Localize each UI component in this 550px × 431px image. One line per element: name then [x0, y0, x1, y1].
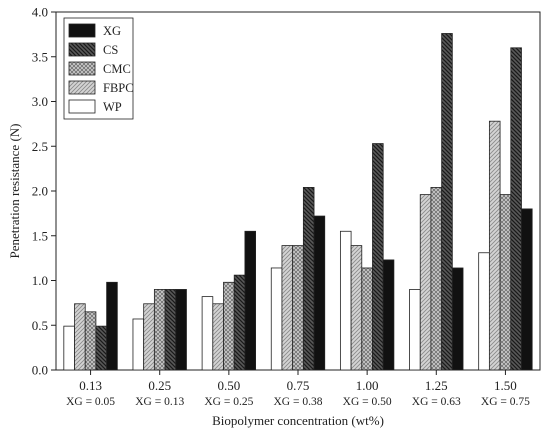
y-tick-label: 1.5: [32, 228, 48, 243]
y-tick-label: 3.0: [32, 94, 48, 109]
bar-cs: [302, 187, 315, 371]
bar-fbpc: [350, 245, 363, 371]
y-tick-label: 1.0: [32, 273, 48, 288]
x-tick-sublabel: XG = 0.13: [135, 396, 184, 408]
x-tick-label: 1.50: [494, 378, 517, 393]
y-tick-label: 3.5: [32, 49, 48, 64]
bar-fbpc: [74, 303, 86, 371]
bar-fbpc: [488, 120, 501, 371]
y-tick-label: 0.5: [32, 318, 48, 333]
legend-swatch: [68, 42, 96, 57]
bar-xg: [313, 215, 326, 371]
legend-swatch: [68, 99, 96, 114]
legend-label: WP: [103, 100, 122, 114]
bar-cmc: [430, 187, 443, 371]
bar-xg: [175, 289, 187, 371]
x-tick-label: 0.13: [79, 378, 102, 393]
legend-item-wp: WP: [68, 99, 122, 114]
x-tick-sublabel: XG = 0.05: [66, 396, 115, 408]
x-tick-sublabel: XG = 0.75: [481, 396, 530, 408]
y-tick-label: 4.0: [32, 5, 48, 20]
series-xg: [106, 208, 533, 371]
legend-swatch: [68, 80, 96, 95]
y-tick-label: 0.0: [32, 363, 48, 378]
bar-cmc: [223, 281, 235, 371]
bar-cmc: [153, 289, 166, 371]
x-tick-label: 1.00: [356, 378, 379, 393]
bar-wp: [409, 289, 421, 371]
y-axis-ticks: 0.0 0.5 1.0 1.5 2.0 2.5 3.0 3.5 4.0: [32, 5, 56, 378]
x-tick-sublabel: XG = 0.50: [343, 396, 392, 408]
legend-label: CMC: [103, 62, 131, 76]
bar-cs: [164, 289, 177, 371]
bar-cmc: [84, 311, 97, 371]
bar-cs: [233, 274, 246, 371]
bar-xg: [451, 267, 464, 371]
bar-cmc: [361, 267, 373, 371]
bar-fbpc: [212, 303, 224, 371]
bar-cs: [95, 325, 108, 371]
x-tick-sublabel: XG = 0.25: [204, 396, 253, 408]
legend-label: CS: [103, 43, 118, 57]
legend-item-cs: CS: [68, 42, 118, 57]
y-axis-label: Penetration resistance (N): [7, 123, 22, 258]
bar-wp: [201, 296, 214, 371]
bar-cs: [441, 33, 453, 371]
legend-label: FBPC: [103, 81, 134, 95]
x-tick-label: 0.50: [217, 378, 240, 393]
bar-xg: [521, 208, 533, 371]
bar-wp: [63, 325, 75, 371]
bar-wp: [132, 318, 145, 371]
bar-cs: [372, 143, 384, 371]
y-tick-label: 2.0: [32, 184, 48, 199]
y-tick-label: 2.5: [32, 139, 48, 154]
x-tick-label: 0.25: [148, 378, 171, 393]
bar-xg: [382, 259, 395, 371]
x-tick-sublabel: XG = 0.63: [412, 396, 461, 408]
legend-swatch: [68, 61, 96, 76]
x-tick-sublabel: XG = 0.38: [274, 396, 323, 408]
bar-cs: [510, 47, 522, 371]
bar-xg: [244, 230, 257, 371]
bar-fbpc: [419, 194, 432, 371]
x-tick-label: 1.25: [425, 378, 448, 393]
legend-item-fbpc: FBPC: [68, 80, 134, 95]
x-tick-label: 0.75: [287, 378, 310, 393]
legend-item-xg: XG: [68, 23, 121, 38]
bar-wp: [478, 252, 490, 371]
legend-swatch: [68, 23, 96, 38]
bar-fbpc: [281, 245, 294, 371]
legend: XG CS CMC FBPC WP: [63, 17, 134, 120]
bar-xg: [106, 281, 118, 371]
legend-label: XG: [103, 24, 121, 38]
bar-cmc: [292, 245, 304, 371]
bar-wp: [270, 267, 283, 371]
x-axis-ticks: 0.13 XG = 0.05 0.25 XG = 0.13 0.50 XG = 0.25 0…: [66, 370, 530, 408]
bar-series: [63, 33, 533, 371]
bar-fbpc: [143, 303, 155, 371]
legend-item-cmc: CMC: [68, 61, 131, 76]
bar-cmc: [499, 194, 512, 371]
bar-wp: [339, 230, 352, 371]
x-axis-label: Biopolymer concentration (wt%): [212, 413, 384, 428]
